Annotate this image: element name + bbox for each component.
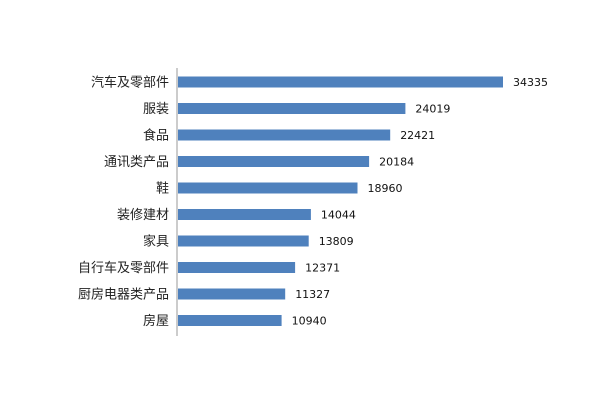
- value-label-3: 20184: [379, 156, 414, 169]
- bar-1: [178, 103, 406, 114]
- bar-6: [178, 235, 309, 247]
- value-label-0: 34335: [513, 76, 548, 89]
- bars-group: [178, 76, 503, 326]
- category-label-0: 汽车及零部件: [91, 75, 169, 91]
- category-label-7: 自行车及零部件: [78, 260, 169, 276]
- bar-5: [178, 209, 311, 220]
- category-label-1: 服装: [143, 102, 169, 117]
- category-label-4: 鞋: [156, 181, 169, 197]
- category-label-6: 家具: [143, 234, 169, 250]
- category-label-3: 通讯类产品: [104, 155, 169, 170]
- bar-2: [178, 129, 391, 141]
- bar-4: [178, 182, 358, 194]
- value-labels-group: 34335 24019 22421 20184 18960 14044 13809 12371…: [292, 76, 548, 328]
- value-label-5: 14044: [321, 209, 356, 222]
- bar-8: [178, 288, 286, 300]
- category-label-5: 装修建材: [117, 208, 169, 223]
- value-label-4: 18960: [368, 182, 403, 195]
- category-label-2: 食品: [143, 128, 169, 144]
- bar-7: [178, 262, 296, 273]
- bar-0: [178, 76, 503, 88]
- bar-9: [178, 315, 282, 326]
- value-label-2: 22421: [400, 129, 435, 142]
- bar-3: [178, 156, 370, 167]
- value-label-6: 13809: [319, 235, 354, 248]
- value-label-1: 24019: [415, 103, 450, 116]
- category-label-8: 厨房电器类产品: [78, 287, 169, 303]
- value-label-8: 11327: [295, 288, 330, 301]
- category-label-9: 房屋: [143, 313, 169, 329]
- value-label-9: 10940: [292, 315, 327, 328]
- value-label-7: 12371: [305, 262, 340, 275]
